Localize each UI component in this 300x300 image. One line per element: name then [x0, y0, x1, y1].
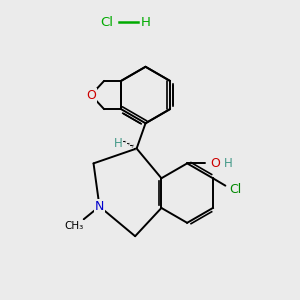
- Text: Cl: Cl: [100, 16, 113, 29]
- Text: Cl: Cl: [229, 183, 241, 196]
- Text: CH₃: CH₃: [64, 221, 84, 231]
- Text: H: H: [141, 16, 151, 29]
- Text: H: H: [114, 137, 123, 150]
- Text: H: H: [224, 157, 233, 170]
- Text: O: O: [86, 88, 96, 101]
- Text: O: O: [211, 157, 220, 170]
- Text: N: N: [95, 200, 104, 213]
